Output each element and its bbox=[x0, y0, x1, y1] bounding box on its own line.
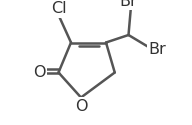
Text: O: O bbox=[33, 65, 46, 80]
Text: Br: Br bbox=[120, 0, 137, 9]
Text: Br: Br bbox=[148, 42, 166, 58]
Text: O: O bbox=[75, 99, 87, 114]
Text: Cl: Cl bbox=[51, 1, 66, 16]
